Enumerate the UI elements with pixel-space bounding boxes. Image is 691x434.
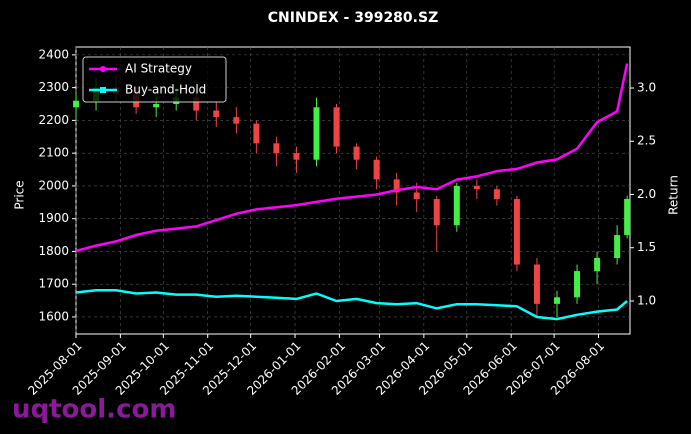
candle-body [493, 189, 500, 200]
y-tick-label: 1700 [38, 277, 69, 291]
series-line [75, 289, 628, 321]
candle-body [553, 297, 560, 304]
candle-body [253, 123, 260, 144]
candle-body [393, 179, 400, 193]
legend-label: AI Strategy [125, 62, 192, 76]
y2-tick-label: 3.0 [637, 81, 656, 95]
y-tick-label: 1600 [38, 309, 69, 323]
legend-frame [82, 56, 227, 103]
y-tick-label: 2400 [38, 47, 69, 61]
candle-body [413, 192, 420, 200]
y-tick-label: 2000 [38, 178, 69, 192]
y-tick-label: 2200 [38, 113, 69, 127]
candle-body [313, 107, 320, 160]
candle-body [353, 146, 360, 160]
candle-body [453, 185, 460, 226]
candle-body [213, 110, 220, 118]
y2-tick-label: 2.5 [637, 134, 656, 148]
y-axis-label: Price [13, 180, 27, 209]
candle-body [293, 153, 300, 160]
candle-body [153, 104, 160, 108]
y2-tick-label: 2.0 [637, 187, 656, 201]
candle-body [594, 257, 601, 272]
chart-title: CNINDEX - 399280.SZ [268, 10, 438, 26]
candle-body [333, 107, 340, 147]
candle-body [624, 199, 631, 236]
y-tick-label: 1900 [38, 211, 69, 225]
y2-tick-label: 1.0 [637, 293, 656, 307]
y-tick-label: 1800 [38, 244, 69, 258]
legend-marker [100, 66, 106, 72]
legend: AI Strategy Buy-and-Hold [82, 56, 227, 103]
candle-body [533, 264, 540, 304]
candle-body [73, 100, 79, 108]
legend-label: Buy-and-Hold [125, 83, 206, 97]
candle-body [273, 143, 280, 154]
candle-body [614, 235, 621, 258]
legend-marker [100, 87, 106, 93]
candle-body [513, 199, 520, 265]
candle-body [193, 97, 200, 111]
series-line [75, 63, 629, 253]
candle-body [233, 117, 240, 124]
candle-body [473, 185, 480, 190]
candle-body [574, 271, 581, 298]
watermark: uqtool.com [12, 395, 176, 425]
candle-body [373, 159, 380, 180]
candle-body [433, 199, 440, 226]
y-tick-label: 2100 [38, 146, 69, 160]
y-tick-label: 2300 [38, 80, 69, 94]
y2-tick-label: 1.5 [637, 240, 656, 254]
y2-axis-label: Return [667, 175, 681, 215]
